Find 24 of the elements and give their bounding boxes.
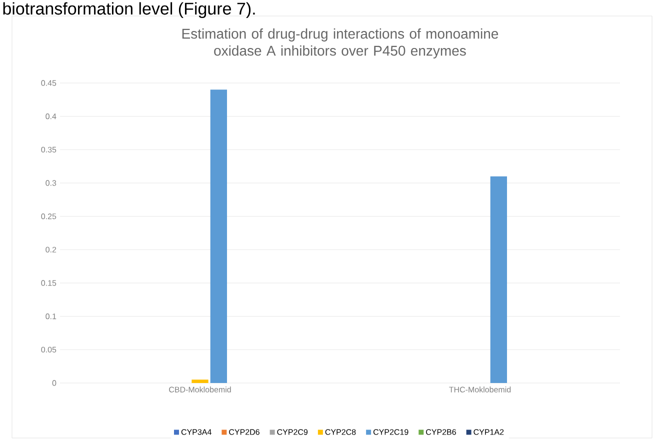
- chart-title: Estimation of drug-drug interactions of monoamine oxidase A inhibitors over P450 enzymes: [182, 28, 498, 58]
- y-tick-label: 0: [52, 380, 56, 386]
- bar: [192, 380, 208, 383]
- y-tick-label: 0.35: [41, 146, 56, 153]
- legend-label: CYP2B6: [426, 429, 456, 435]
- bar: [210, 90, 228, 383]
- legend-label: CYP1A2: [474, 429, 504, 435]
- legend-label: CYP2C9: [277, 429, 308, 435]
- bar: [490, 176, 508, 383]
- x-tick-label: CBD-Moklobemid: [169, 386, 231, 392]
- y-tick-label: 0.1: [46, 314, 56, 320]
- text: biotransformation level (Figure 7).: [3, 2, 255, 18]
- legend-label: CYP2C19: [373, 429, 408, 435]
- legend-label: CYP2C8: [325, 429, 356, 435]
- legend-label: CYP3A4: [181, 429, 212, 435]
- y-tick-label: 0.3: [46, 180, 56, 186]
- y-tick-label: 0.45: [41, 80, 56, 86]
- legend-label: CYP2D6: [229, 429, 260, 435]
- y-tick-label: 0.15: [41, 280, 56, 286]
- y-tick-label: 0.25: [41, 214, 56, 220]
- y-tick-label: 0.4: [46, 114, 56, 120]
- x-tick-label: THC-Moklobemid: [449, 386, 511, 392]
- y-tick-label: 0.05: [41, 346, 56, 352]
- y-tick-label: 0.2: [46, 246, 56, 252]
